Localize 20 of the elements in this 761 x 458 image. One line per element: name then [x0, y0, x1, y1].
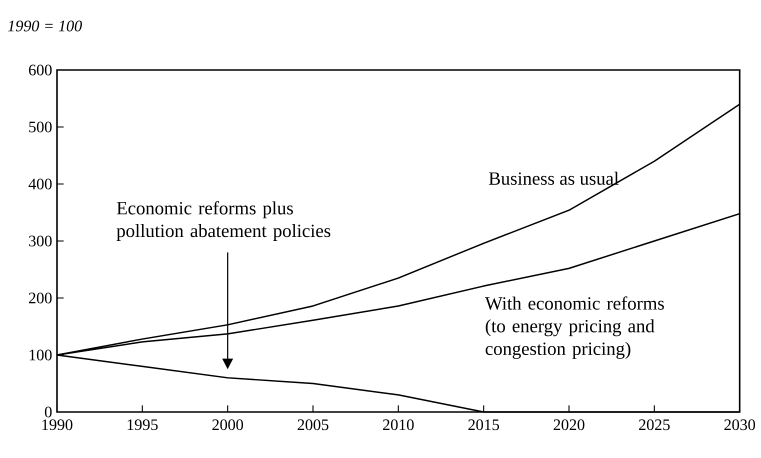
- series-label: With economic reforms (to energy pricing and congestion pricing): [484, 296, 664, 359]
- y-tick-label: 0: [44, 406, 52, 418]
- x-tick-label: 2030: [724, 419, 756, 430]
- y-tick-label: 100: [30, 350, 52, 360]
- x-tick-label: 2025: [639, 419, 670, 430]
- y-tick-label: 200: [29, 292, 52, 304]
- text: Economic reforms plus pollution abatement policies: [116, 201, 330, 241]
- y-tick-label: 500: [29, 122, 52, 132]
- y-tick-label: 600: [28, 64, 52, 76]
- series-label: Business as usual: [488, 172, 619, 185]
- y-tick-label: 400: [28, 178, 52, 190]
- x-tick-label: 2005: [298, 419, 328, 430]
- x-tick-label: 2010: [383, 419, 414, 430]
- y-tick-label: 300: [29, 236, 52, 246]
- x-tick-label: 1995: [128, 419, 158, 430]
- x-tick-label: 2015: [468, 419, 500, 430]
- x-tick-label: 2020: [554, 419, 584, 430]
- y-axis-title: 1990 = 100: [8, 20, 82, 32]
- x-tick-label: 2000: [212, 419, 244, 430]
- x-tick-label: 1990: [42, 419, 72, 430]
